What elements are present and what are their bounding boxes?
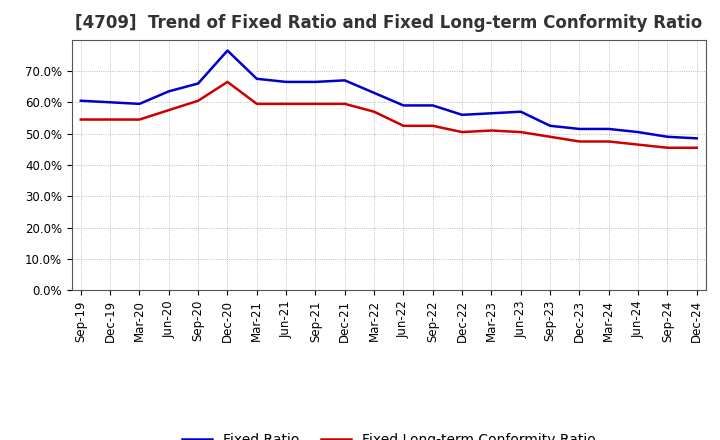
Title: [4709]  Trend of Fixed Ratio and Fixed Long-term Conformity Ratio: [4709] Trend of Fixed Ratio and Fixed Lo… (75, 15, 703, 33)
Fixed Long-term Conformity Ratio (194, 98, 202, 103)
Fixed Long-term Conformity Ratio (693, 145, 701, 150)
Fixed Long-term Conformity Ratio (341, 101, 349, 106)
Fixed Ratio (693, 136, 701, 141)
Fixed Ratio (663, 134, 672, 139)
Fixed Long-term Conformity Ratio (399, 123, 408, 128)
Fixed Ratio (76, 98, 85, 103)
Fixed Ratio (106, 99, 114, 105)
Fixed Ratio (516, 109, 525, 114)
Fixed Ratio (223, 48, 232, 53)
Fixed Ratio (194, 81, 202, 86)
Fixed Long-term Conformity Ratio (76, 117, 85, 122)
Fixed Long-term Conformity Ratio (605, 139, 613, 144)
Fixed Ratio (546, 123, 554, 128)
Fixed Ratio (605, 126, 613, 132)
Fixed Long-term Conformity Ratio (663, 145, 672, 150)
Line: Fixed Long-term Conformity Ratio: Fixed Long-term Conformity Ratio (81, 82, 697, 148)
Fixed Long-term Conformity Ratio (282, 101, 290, 106)
Fixed Long-term Conformity Ratio (458, 129, 467, 135)
Fixed Ratio (399, 103, 408, 108)
Fixed Ratio (575, 126, 584, 132)
Fixed Long-term Conformity Ratio (311, 101, 320, 106)
Fixed Long-term Conformity Ratio (370, 109, 379, 114)
Fixed Ratio (487, 110, 496, 116)
Fixed Ratio (458, 112, 467, 117)
Fixed Ratio (164, 89, 173, 94)
Fixed Long-term Conformity Ratio (634, 142, 642, 147)
Fixed Long-term Conformity Ratio (516, 129, 525, 135)
Fixed Long-term Conformity Ratio (135, 117, 144, 122)
Fixed Long-term Conformity Ratio (428, 123, 437, 128)
Fixed Long-term Conformity Ratio (575, 139, 584, 144)
Fixed Ratio (370, 90, 379, 95)
Fixed Long-term Conformity Ratio (487, 128, 496, 133)
Fixed Ratio (634, 129, 642, 135)
Fixed Ratio (341, 78, 349, 83)
Fixed Long-term Conformity Ratio (106, 117, 114, 122)
Legend: Fixed Ratio, Fixed Long-term Conformity Ratio: Fixed Ratio, Fixed Long-term Conformity … (176, 428, 601, 440)
Fixed Ratio (135, 101, 144, 106)
Fixed Long-term Conformity Ratio (223, 79, 232, 84)
Fixed Long-term Conformity Ratio (164, 107, 173, 113)
Fixed Ratio (282, 79, 290, 84)
Line: Fixed Ratio: Fixed Ratio (81, 51, 697, 138)
Fixed Ratio (428, 103, 437, 108)
Fixed Long-term Conformity Ratio (546, 134, 554, 139)
Fixed Long-term Conformity Ratio (253, 101, 261, 106)
Fixed Ratio (253, 76, 261, 81)
Fixed Ratio (311, 79, 320, 84)
